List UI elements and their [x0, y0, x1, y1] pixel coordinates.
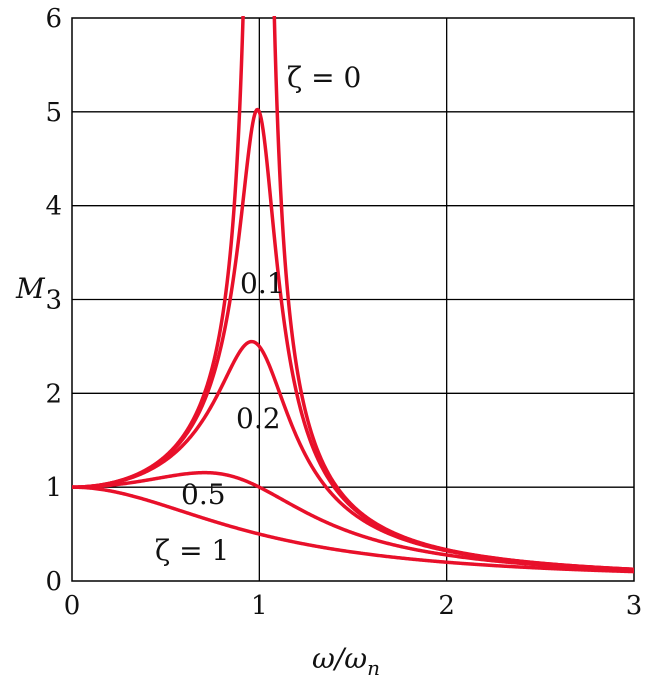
y-tick-label-5: 5 — [45, 98, 62, 128]
x-axis-label: ω/ωn — [312, 642, 380, 680]
curve-layer — [72, 16, 634, 574]
curve-label-zeta-0.5: 0.5 — [181, 478, 226, 511]
y-tick-label-4: 4 — [45, 192, 62, 222]
curve-label-zeta-1: ζ = 1 — [155, 534, 229, 567]
y-tick-label-6: 6 — [45, 4, 62, 34]
y-tick-label-1: 1 — [45, 473, 62, 503]
y-tick-label-0: 0 — [45, 567, 62, 597]
series-line-zeta-0.5 — [72, 470, 634, 572]
x-tick-label-2: 2 — [438, 591, 455, 621]
x-tick-label-0: 0 — [64, 591, 81, 621]
x-axis-label-main: ω/ω — [312, 642, 367, 675]
y-tick-label-2: 2 — [45, 379, 62, 409]
series-line-zeta-1 — [72, 485, 634, 574]
curve-label-zeta-0.2: 0.2 — [236, 402, 281, 435]
plot-frame — [71, 17, 635, 582]
label-layer: M ω/ωn ζ = 0 0.1 0.2 0.5 ζ = 1 — [15, 61, 380, 680]
curve-label-zeta-0: ζ = 0 — [287, 61, 361, 94]
grid-layer — [71, 17, 635, 582]
y-axis-label: M — [15, 272, 46, 305]
x-axis-label-subscript: n — [367, 656, 380, 680]
x-tick-label-1: 1 — [251, 591, 268, 621]
curve-label-zeta-0.1: 0.1 — [240, 267, 285, 300]
series-line-zeta-0.1 — [72, 107, 634, 572]
y-tick-label-3: 3 — [45, 286, 62, 316]
x-tick-label-3: 3 — [626, 591, 643, 621]
tick-layer: 0 1 2 3 4 5 6 0 1 2 3 — [45, 4, 642, 621]
